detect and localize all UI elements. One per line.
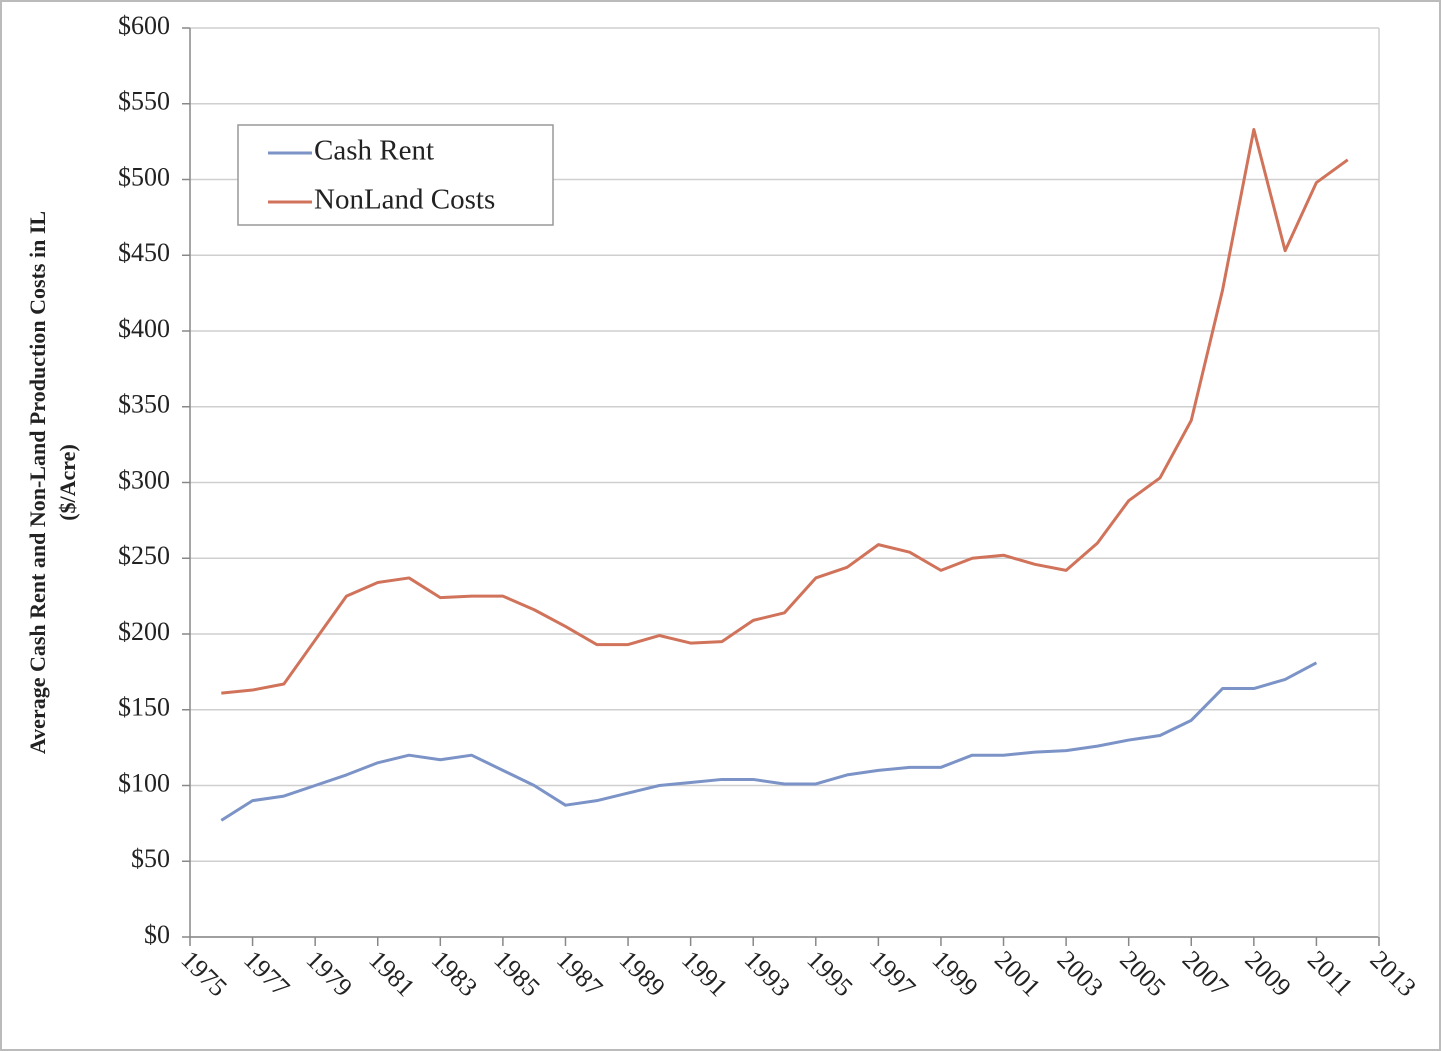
y-tick-label: $550 [118,87,170,116]
legend: Cash Rent NonLand Costs [237,124,554,226]
y-tick-label: $200 [118,617,170,646]
y-tick-label: $350 [118,390,170,419]
y-tick-label: $500 [118,162,170,191]
series-line [220,661,1318,822]
legend-label: NonLand Costs [314,184,495,216]
y-tick-label: $100 [118,768,170,797]
y-tick-label: $400 [118,314,170,343]
y-axis-title: Average Cash Rent and Non-Land Productio… [25,211,50,754]
y-tick-label: $150 [118,693,170,722]
y-tick-label: $0 [144,920,170,949]
y-tick-label: $300 [118,465,170,494]
y-axis-title: ($/Acre) [55,444,80,521]
legend-label: Cash Rent [314,135,434,167]
y-tick-label: $450 [118,238,170,267]
series-line [221,128,1349,695]
y-tick-label: $50 [131,844,170,873]
y-tick-label: $600 [118,11,170,40]
y-tick-label: $250 [118,541,170,570]
legend-box [237,124,554,226]
